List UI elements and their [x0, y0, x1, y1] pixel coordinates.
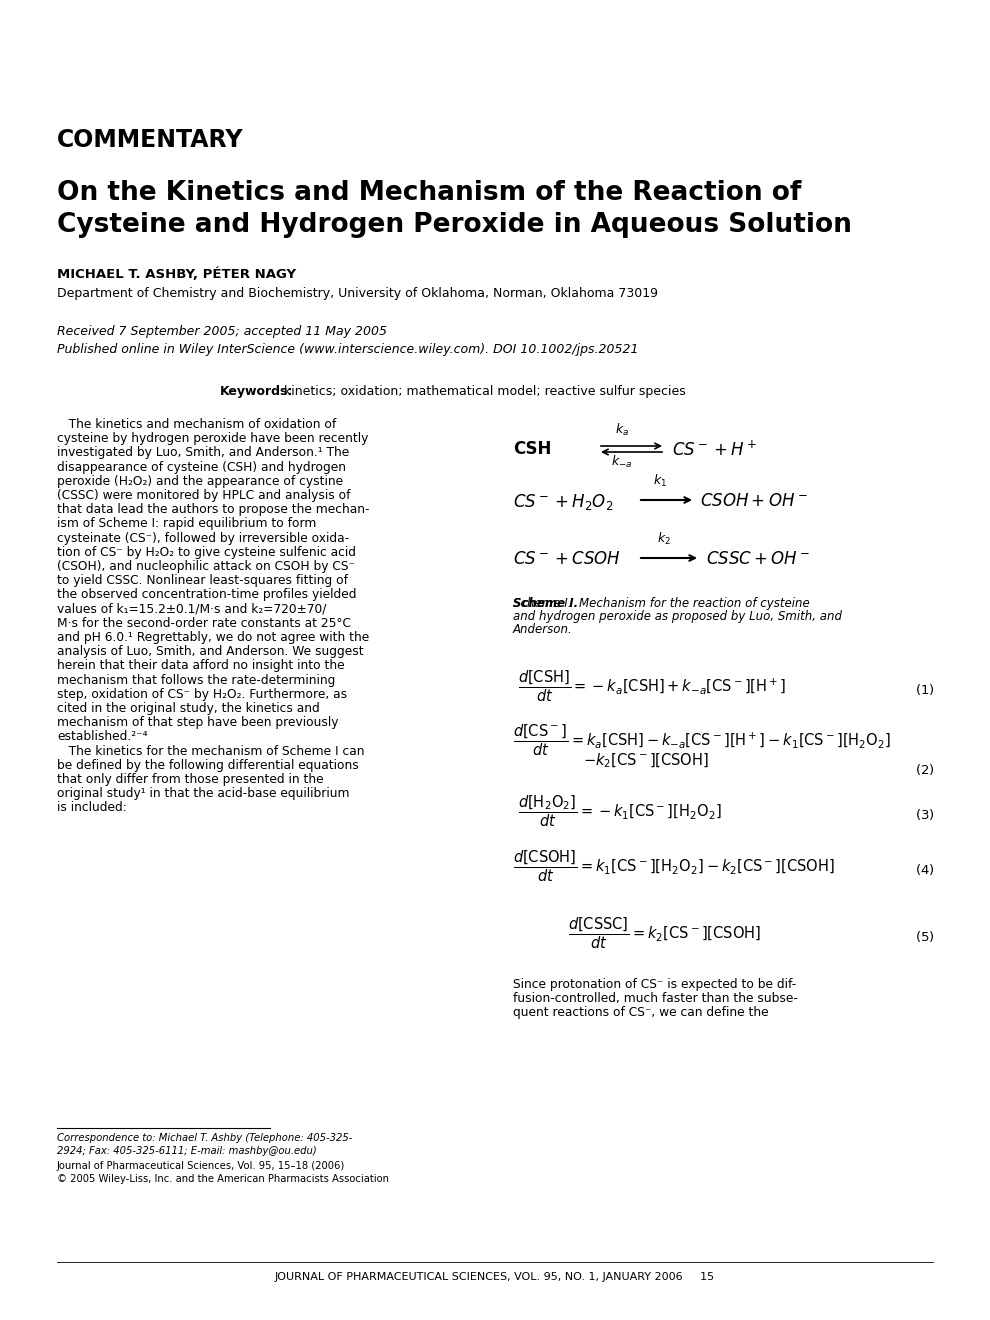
Text: established.²⁻⁴: established.²⁻⁴ [57, 730, 148, 743]
Text: $CSSC + OH^-$: $CSSC + OH^-$ [706, 550, 811, 568]
Text: Scheme I.: Scheme I. [513, 597, 578, 610]
Text: herein that their data afford no insight into the: herein that their data afford no insight… [57, 660, 345, 672]
Text: kinetics; oxidation; mathematical model; reactive sulfur species: kinetics; oxidation; mathematical model;… [284, 385, 686, 399]
Text: $(5)$: $(5)$ [916, 929, 935, 944]
Text: $- k_2[\mathrm{CS}^-][\mathrm{CSOH}]$: $- k_2[\mathrm{CS}^-][\mathrm{CSOH}]$ [583, 752, 709, 771]
Text: On the Kinetics and Mechanism of the Reaction of: On the Kinetics and Mechanism of the Rea… [57, 180, 801, 206]
Text: $CS^- + H^+$: $CS^- + H^+$ [672, 440, 757, 459]
Text: values of k₁=15.2±0.1/M·s and k₂=720±70/: values of k₁=15.2±0.1/M·s and k₂=720±70/ [57, 603, 327, 615]
Text: $(2)$: $(2)$ [916, 762, 935, 777]
Text: Department of Chemistry and Biochemistry, University of Oklahoma, Norman, Oklaho: Department of Chemistry and Biochemistry… [57, 286, 658, 300]
Text: to yield CSSC. Nonlinear least-squares fitting of: to yield CSSC. Nonlinear least-squares f… [57, 574, 348, 587]
Text: The kinetics for the mechanism of Scheme I can: The kinetics for the mechanism of Scheme… [57, 744, 364, 758]
Text: Published online in Wiley InterScience (www.interscience.wiley.com). DOI 10.1002: Published online in Wiley InterScience (… [57, 343, 639, 356]
Text: M·s for the second-order rate constants at 25°C: M·s for the second-order rate constants … [57, 616, 351, 630]
Text: $CS^- + CSOH$: $CS^- + CSOH$ [513, 550, 621, 568]
Text: (CSSC) were monitored by HPLC and analysis of: (CSSC) were monitored by HPLC and analys… [57, 488, 350, 502]
Text: $\dfrac{d[\mathrm{CSH}]}{dt} = -k_a[\mathrm{CSH}] + k_{-a}[\mathrm{CS}^-][\mathr: $\dfrac{d[\mathrm{CSH}]}{dt} = -k_a[\mat… [518, 668, 786, 704]
Text: investigated by Luo, Smith, and Anderson.¹ The: investigated by Luo, Smith, and Anderson… [57, 446, 349, 459]
Text: Since protonation of CS⁻ is expected to be dif-: Since protonation of CS⁻ is expected to … [513, 978, 796, 991]
Text: $(1)$: $(1)$ [916, 682, 935, 697]
Text: original study¹ in that the acid-base equilibrium: original study¹ in that the acid-base eq… [57, 787, 349, 800]
Text: mechanism of that step have been previously: mechanism of that step have been previou… [57, 717, 339, 729]
Text: peroxide (H₂O₂) and the appearance of cystine: peroxide (H₂O₂) and the appearance of cy… [57, 475, 344, 488]
Text: disappearance of cysteine (CSH) and hydrogen: disappearance of cysteine (CSH) and hydr… [57, 461, 346, 474]
Text: quent reactions of CS⁻, we can define the: quent reactions of CS⁻, we can define th… [513, 1006, 768, 1019]
Text: ism of Scheme I: rapid equilibrium to form: ism of Scheme I: rapid equilibrium to fo… [57, 517, 317, 531]
Text: Keywords:: Keywords: [220, 385, 293, 399]
Text: $(3)$: $(3)$ [916, 807, 935, 822]
Text: that only differ from those presented in the: that only differ from those presented in… [57, 774, 324, 785]
Text: is included:: is included: [57, 801, 127, 814]
Text: tion of CS⁻ by H₂O₂ to give cysteine sulfenic acid: tion of CS⁻ by H₂O₂ to give cysteine sul… [57, 545, 356, 558]
Text: $\dfrac{d[\mathrm{CS}^-]}{dt} = k_a[\mathrm{CSH}] - k_{-a}[\mathrm{CS}^-][\mathr: $\dfrac{d[\mathrm{CS}^-]}{dt} = k_a[\mat… [513, 722, 891, 758]
Text: CSH: CSH [513, 440, 551, 458]
Text: $k_2$: $k_2$ [657, 531, 671, 546]
Text: cysteine by hydrogen peroxide have been recently: cysteine by hydrogen peroxide have been … [57, 432, 368, 445]
Text: $\dfrac{d[\mathrm{CSOH}]}{dt} = k_1[\mathrm{CS}^-][\mathrm{H}_2\mathrm{O}_2] - k: $\dfrac{d[\mathrm{CSOH}]}{dt} = k_1[\mat… [513, 847, 835, 883]
Text: $k_a$: $k_a$ [615, 422, 629, 438]
Text: Anderson.: Anderson. [513, 623, 573, 636]
Text: $(4)$: $(4)$ [916, 862, 935, 876]
Text: MICHAEL T. ASHBY, PÉTER NAGY: MICHAEL T. ASHBY, PÉTER NAGY [57, 268, 296, 281]
Text: $k_1$: $k_1$ [653, 473, 667, 488]
Text: $k_{-a}$: $k_{-a}$ [611, 454, 633, 470]
Text: cysteinate (CS⁻), followed by irreversible oxida-: cysteinate (CS⁻), followed by irreversib… [57, 532, 349, 545]
Text: cited in the original study, the kinetics and: cited in the original study, the kinetic… [57, 702, 320, 715]
Text: mechanism that follows the rate-determining: mechanism that follows the rate-determin… [57, 673, 336, 686]
Text: JOURNAL OF PHARMACEUTICAL SCIENCES, VOL. 95, NO. 1, JANUARY 2006     15: JOURNAL OF PHARMACEUTICAL SCIENCES, VOL.… [275, 1272, 715, 1282]
Text: $CS^- + H_2O_2$: $CS^- + H_2O_2$ [513, 492, 614, 512]
Text: $\dfrac{d[\mathrm{H}_2\mathrm{O}_2]}{dt} = -k_1[\mathrm{CS}^-][\mathrm{H}_2\math: $\dfrac{d[\mathrm{H}_2\mathrm{O}_2]}{dt}… [518, 793, 722, 829]
Text: © 2005 Wiley-Liss, Inc. and the American Pharmacists Association: © 2005 Wiley-Liss, Inc. and the American… [57, 1173, 389, 1184]
Text: 2924; Fax: 405-325-6111; E-mail: mashby@ou.edu): 2924; Fax: 405-325-6111; E-mail: mashby@… [57, 1146, 317, 1156]
Text: Correspondence to: Michael T. Ashby (Telephone: 405-325-: Correspondence to: Michael T. Ashby (Tel… [57, 1133, 352, 1143]
Text: Scheme I.  Mechanism for the reaction of cysteine: Scheme I. Mechanism for the reaction of … [513, 597, 810, 610]
Text: (CSOH), and nucleophilic attack on CSOH by CS⁻: (CSOH), and nucleophilic attack on CSOH … [57, 560, 355, 573]
Text: the observed concentration-time profiles yielded: the observed concentration-time profiles… [57, 589, 356, 602]
Text: and hydrogen peroxide as proposed by Luo, Smith, and: and hydrogen peroxide as proposed by Luo… [513, 610, 842, 623]
Text: Journal of Pharmaceutical Sciences, Vol. 95, 15–18 (2006): Journal of Pharmaceutical Sciences, Vol.… [57, 1162, 346, 1171]
Text: $\dfrac{d[\mathrm{CSSC}]}{dt} = k_2[\mathrm{CS}^-][\mathrm{CSOH}]$: $\dfrac{d[\mathrm{CSSC}]}{dt} = k_2[\mat… [568, 915, 761, 950]
Text: Cysteine and Hydrogen Peroxide in Aqueous Solution: Cysteine and Hydrogen Peroxide in Aqueou… [57, 213, 851, 238]
Text: The kinetics and mechanism of oxidation of: The kinetics and mechanism of oxidation … [57, 418, 337, 432]
Text: and pH 6.0.¹ Regrettably, we do not agree with the: and pH 6.0.¹ Regrettably, we do not agre… [57, 631, 369, 644]
Text: $CSOH + OH^-$: $CSOH + OH^-$ [700, 492, 808, 510]
Text: Received 7 September 2005; accepted 11 May 2005: Received 7 September 2005; accepted 11 M… [57, 325, 387, 338]
Text: be defined by the following differential equations: be defined by the following differential… [57, 759, 358, 772]
Text: analysis of Luo, Smith, and Anderson. We suggest: analysis of Luo, Smith, and Anderson. We… [57, 645, 363, 659]
Text: that data lead the authors to propose the mechan-: that data lead the authors to propose th… [57, 503, 369, 516]
Text: step, oxidation of CS⁻ by H₂O₂. Furthermore, as: step, oxidation of CS⁻ by H₂O₂. Furtherm… [57, 688, 347, 701]
Text: fusion-controlled, much faster than the subse-: fusion-controlled, much faster than the … [513, 993, 798, 1006]
Text: COMMENTARY: COMMENTARY [57, 128, 244, 152]
